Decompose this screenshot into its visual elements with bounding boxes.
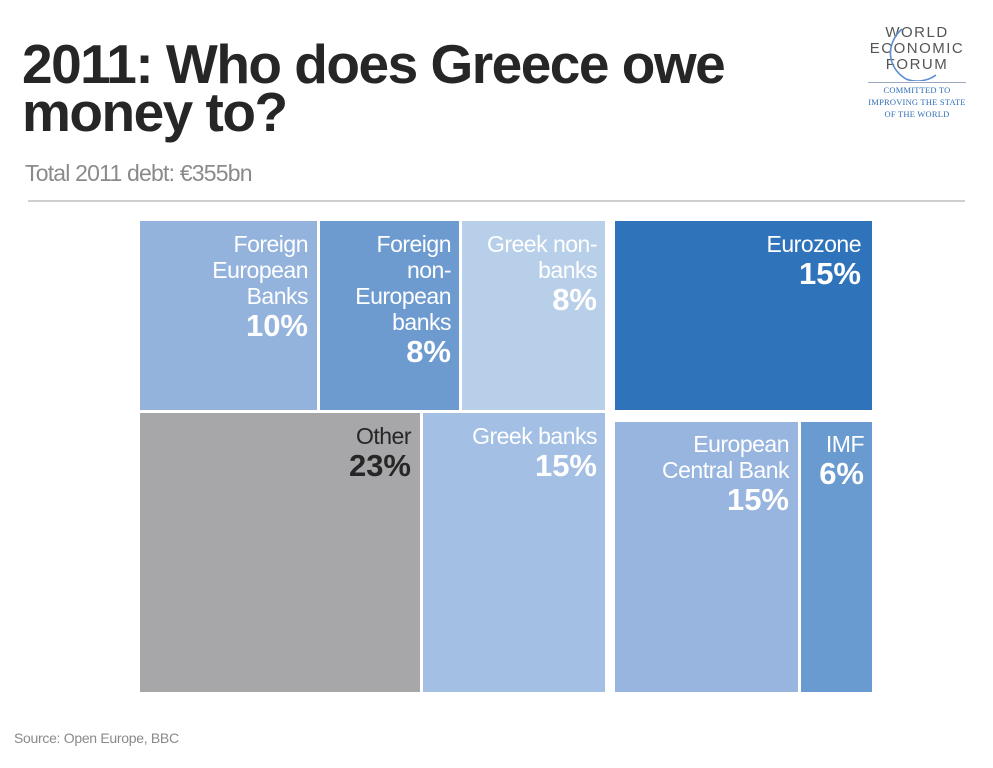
logo-line-1: WORLD <box>885 24 949 41</box>
wef-logo: WORLD ECONOMIC FORUM COMMITTED TO IMPROV… <box>862 25 972 119</box>
box-imf: IMF 6% <box>801 422 872 692</box>
box-pct: 6% <box>819 456 864 491</box>
box-label: Foreign non-European banks <box>355 231 451 335</box>
box-greek-banks: Greek banks 15% <box>423 413 605 692</box>
box-eurozone: Eurozone 15% <box>615 221 872 410</box>
box-pct: 15% <box>726 482 789 517</box>
box-other: Other 23% <box>140 413 420 692</box>
box-greek-non-banks: Greek non-banks 8% <box>462 221 605 410</box>
logo-tagline-2: IMPROVING THE STATE <box>868 97 966 107</box>
box-label: European Central Bank <box>662 431 789 483</box>
box-pct: 8% <box>406 334 451 369</box>
logo-divider <box>868 82 966 83</box>
box-european-central-bank: European Central Bank 15% <box>615 422 798 692</box>
box-label: IMF <box>825 431 865 457</box>
box-pct: 23% <box>348 448 411 483</box>
logo-tagline-3: OF THE WORLD <box>884 109 950 119</box>
box-pct: 15% <box>798 256 861 291</box>
subtitle: Total 2011 debt: €355bn <box>25 160 253 186</box>
page-title: 2011: Who does Greece owe money to? <box>22 33 726 143</box>
logo-line-2: ECONOMIC <box>869 40 965 57</box>
box-label: Foreign European Banks <box>212 231 308 309</box>
box-pct: 15% <box>534 448 597 483</box>
source-note: Source: Open Europe, BBC <box>14 730 179 746</box>
wef-arc-icon <box>889 28 937 81</box>
box-foreign-non-european-banks: Foreign non-European banks 8% <box>320 221 459 410</box>
box-foreign-european-banks: Foreign European Banks 10% <box>140 221 317 410</box>
box-label: Greek non-banks <box>486 231 598 283</box>
logo-line-3: FORUM <box>885 56 949 73</box>
logo-tagline-1: COMMITTED TO <box>883 85 951 95</box>
box-pct: 10% <box>245 308 308 343</box>
box-pct: 8% <box>552 282 597 317</box>
box-label: Other <box>355 423 412 449</box>
box-label: Eurozone <box>766 231 862 257</box>
header-divider <box>28 200 965 202</box>
box-label: Greek banks <box>472 423 597 449</box>
